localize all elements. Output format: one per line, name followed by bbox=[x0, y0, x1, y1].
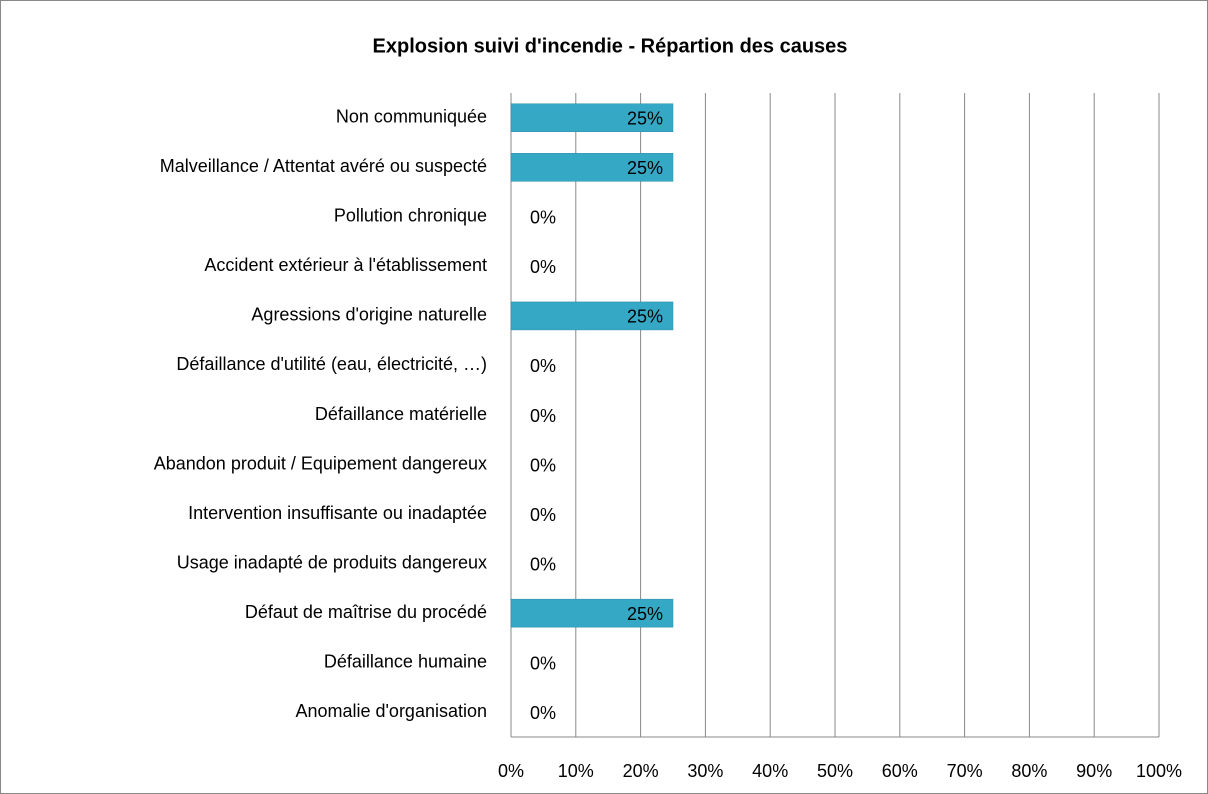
x-tick-label: 20% bbox=[623, 761, 659, 781]
value-label: 0% bbox=[530, 505, 556, 525]
y-tick-label: Usage inadapté de produits dangereux bbox=[177, 552, 487, 572]
value-label: 0% bbox=[530, 703, 556, 723]
value-label: 0% bbox=[530, 554, 556, 574]
x-tick-label: 0% bbox=[498, 761, 524, 781]
x-tick-label: 100% bbox=[1136, 761, 1182, 781]
value-label: 0% bbox=[530, 406, 556, 426]
y-tick-label: Pollution chronique bbox=[334, 206, 487, 226]
value-label: 25% bbox=[627, 158, 663, 178]
x-tick-label: 40% bbox=[752, 761, 788, 781]
value-label: 25% bbox=[627, 109, 663, 129]
y-tick-label: Défaillance d'utilité (eau, électricité,… bbox=[176, 354, 487, 374]
y-tick-label: Malveillance / Attentat avéré ou suspect… bbox=[160, 156, 487, 176]
bar bbox=[510, 301, 674, 331]
y-tick-label: Agressions d'origine naturelle bbox=[251, 305, 487, 325]
y-tick-label: Défaillance matérielle bbox=[315, 404, 487, 424]
x-tick-label: 10% bbox=[558, 761, 594, 781]
x-tick-label: 70% bbox=[947, 761, 983, 781]
value-label: 0% bbox=[530, 208, 556, 228]
y-tick-label: Abandon produit / Equipement dangereux bbox=[154, 453, 487, 473]
x-tick-label: 90% bbox=[1076, 761, 1112, 781]
value-label: 0% bbox=[530, 653, 556, 673]
y-tick-label: Défaut de maîtrise du procédé bbox=[245, 602, 487, 622]
y-tick-label: Non communiquée bbox=[336, 107, 487, 127]
x-tick-label: 80% bbox=[1011, 761, 1047, 781]
value-label: 0% bbox=[530, 356, 556, 376]
value-label: 0% bbox=[530, 257, 556, 277]
bar bbox=[510, 103, 674, 133]
y-tick-label: Défaillance humaine bbox=[324, 651, 487, 671]
x-tick-label: 60% bbox=[882, 761, 918, 781]
y-tick-label: Anomalie d'organisation bbox=[295, 701, 487, 721]
bar bbox=[510, 598, 674, 628]
y-tick-label: Accident extérieur à l'établissement bbox=[204, 255, 487, 275]
value-label: 25% bbox=[627, 307, 663, 327]
value-label: 0% bbox=[530, 455, 556, 475]
y-tick-label: Intervention insuffisante ou inadaptée bbox=[188, 503, 487, 523]
x-tick-label: 30% bbox=[687, 761, 723, 781]
chart-title: Explosion suivi d'incendie - Répartion d… bbox=[373, 35, 848, 57]
value-label: 25% bbox=[627, 604, 663, 624]
bar bbox=[510, 153, 674, 182]
x-tick-label: 50% bbox=[817, 761, 853, 781]
